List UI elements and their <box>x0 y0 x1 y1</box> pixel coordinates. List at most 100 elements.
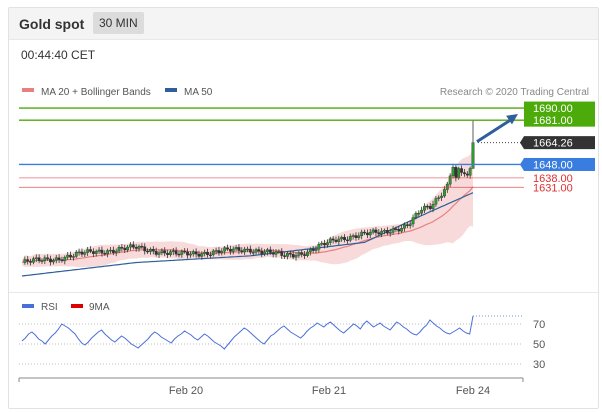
candle <box>60 256 64 263</box>
candle <box>320 240 324 246</box>
candle <box>160 248 164 256</box>
level-label: 1664.26 <box>533 138 573 150</box>
candle <box>374 227 378 237</box>
candle <box>149 247 152 255</box>
candle <box>77 248 81 256</box>
candle <box>217 246 221 256</box>
candle <box>348 233 352 243</box>
candle <box>283 252 287 259</box>
legend-swatch-9ma <box>71 304 83 308</box>
candle <box>246 246 249 253</box>
legend-swatch-rsi <box>22 304 34 308</box>
candle <box>365 229 369 239</box>
candle <box>180 249 184 258</box>
candle <box>357 232 361 241</box>
rsi-tick-label: 70 <box>533 319 545 331</box>
time-tick-label: Feb 20 <box>169 385 203 397</box>
candle <box>223 245 227 255</box>
candle <box>317 241 321 253</box>
widget-header: Gold spot 30 MIN <box>9 8 598 40</box>
candle <box>414 211 418 220</box>
interval-badge[interactable]: 30 MIN <box>93 12 144 34</box>
candle <box>308 247 312 256</box>
candle <box>403 222 406 232</box>
level-label: 1648.00 <box>533 159 573 171</box>
candle <box>400 224 404 234</box>
candle <box>120 243 124 252</box>
candle <box>200 251 204 260</box>
candle <box>69 251 72 260</box>
candle <box>451 163 455 179</box>
candle <box>117 245 121 254</box>
candle <box>343 234 346 243</box>
candle <box>74 250 78 259</box>
candle <box>423 203 426 213</box>
candle <box>251 249 255 256</box>
candle <box>208 251 212 259</box>
candle <box>100 246 104 257</box>
chart-widget: Gold spot 30 MIN 00:44:40 CET <box>8 7 599 409</box>
candle <box>323 239 326 249</box>
candle <box>189 251 192 258</box>
candle <box>23 256 27 265</box>
candle <box>26 256 30 265</box>
candle <box>288 250 292 258</box>
candle <box>34 254 38 263</box>
candle <box>231 246 235 255</box>
candle <box>311 245 315 254</box>
candle <box>111 246 115 256</box>
candle <box>334 236 338 244</box>
candle <box>174 247 178 257</box>
candle <box>206 248 209 258</box>
legend-label-ma20: MA 20 + Bollinger Bands <box>41 87 151 98</box>
instrument-title: Gold spot <box>19 16 85 32</box>
candle <box>405 222 409 229</box>
candle <box>328 236 332 246</box>
time-tick-label: Feb 21 <box>312 385 346 397</box>
level-support: 1638.00 <box>19 173 573 185</box>
candle <box>32 256 35 265</box>
candle <box>109 246 112 254</box>
candle <box>194 248 198 258</box>
candle <box>157 250 161 258</box>
candle <box>434 196 438 207</box>
candle <box>408 220 412 229</box>
candle <box>134 244 138 252</box>
candle <box>54 254 58 264</box>
candle <box>191 249 195 257</box>
candle <box>131 241 135 250</box>
candle <box>286 251 289 260</box>
candle <box>80 248 84 258</box>
candle <box>197 250 201 258</box>
candle <box>86 247 90 256</box>
candle <box>49 255 52 266</box>
candle <box>391 226 395 235</box>
candle <box>126 244 130 253</box>
candle <box>51 258 55 265</box>
candle <box>291 250 295 260</box>
legend-swatch-ma50 <box>165 88 177 92</box>
candle <box>260 247 264 258</box>
candle <box>465 171 469 178</box>
candle <box>183 248 187 254</box>
candle <box>411 214 415 228</box>
candle <box>425 204 429 210</box>
candle <box>226 244 229 252</box>
forecast-arrow <box>476 114 518 143</box>
candle <box>340 235 344 242</box>
candle <box>237 244 241 255</box>
candle <box>248 245 252 255</box>
candle <box>326 239 329 248</box>
candle <box>294 252 298 261</box>
candle <box>143 243 147 255</box>
candle <box>314 245 318 254</box>
legend-label-ma50: MA 50 <box>184 87 213 98</box>
level-label: 1681.00 <box>533 115 573 127</box>
candle <box>268 246 272 255</box>
candle <box>40 258 44 264</box>
candle <box>383 228 386 235</box>
candle <box>354 232 358 241</box>
level-label: 1631.00 <box>533 182 573 194</box>
legend-label-rsi: RSI <box>41 302 58 313</box>
